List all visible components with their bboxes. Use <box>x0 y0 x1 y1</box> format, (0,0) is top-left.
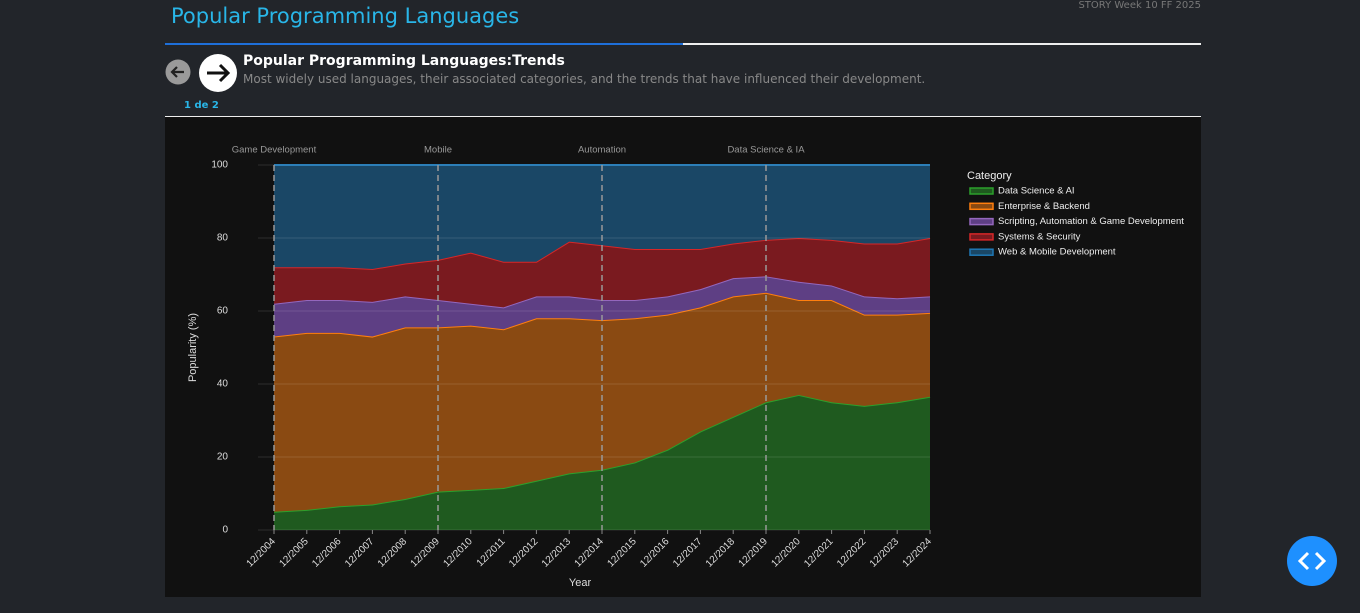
x-tick-label: 12/2007 <box>343 536 377 570</box>
legend-swatch <box>969 248 994 256</box>
x-tick-label: 12/2010 <box>441 536 475 570</box>
chart: 0 20 40 60 80 100 Popularity (%) 12/2004 12/2005… <box>187 145 1184 589</box>
legend-label: Data Science & AI <box>998 186 1075 197</box>
x-tick-label: 12/2021 <box>802 536 836 570</box>
x-tick-label: 12/2017 <box>671 536 705 570</box>
page-title: Popular Programming Languages <box>171 4 520 28</box>
legend-swatch <box>969 233 994 241</box>
x-tick-label: 12/2023 <box>868 536 902 570</box>
legend-label: Web & Mobile Development <box>998 247 1116 258</box>
y-tick-label: 60 <box>217 306 229 317</box>
legend-swatch <box>969 202 994 211</box>
slide-subtitle: Most widely used languages, their associ… <box>243 72 926 86</box>
x-tick-label: 12/2020 <box>769 536 803 570</box>
legend-title: Category <box>967 170 1012 182</box>
y-tick-label: 80 <box>217 233 229 244</box>
legend-swatch <box>969 187 994 195</box>
x-tick-label: 12/2004 <box>245 536 279 570</box>
y-tick-label: 40 <box>217 379 229 390</box>
x-tick-label: 12/2006 <box>310 536 344 570</box>
pager: 1 de 2 <box>184 100 219 111</box>
y-tick-label: 100 <box>211 160 228 171</box>
x-axis-label: Year <box>569 577 592 589</box>
x-tick-label: 12/2005 <box>277 536 311 570</box>
legend-label: Scripting, Automation & Game Development <box>998 216 1184 227</box>
y-tick-label: 20 <box>217 452 229 463</box>
x-tick-label: 12/2014 <box>573 536 607 570</box>
x-tick-label: 12/2008 <box>376 536 410 570</box>
event-label: Data Science & IA <box>727 145 805 156</box>
event-label: Mobile <box>424 145 452 156</box>
code-button[interactable] <box>1287 536 1337 586</box>
divider <box>165 116 1201 117</box>
legend-label: Systems & Security <box>998 231 1081 242</box>
x-tick-label: 12/2011 <box>475 536 508 569</box>
y-tick-label: 0 <box>222 525 228 536</box>
x-tick-label: 12/2016 <box>638 536 672 570</box>
x-tick-label: 12/2009 <box>409 536 443 570</box>
y-axis-label: Popularity (%) <box>187 313 199 382</box>
x-tick-label: 12/2019 <box>737 536 771 570</box>
legend-swatch <box>969 217 994 226</box>
event-label: Game Development <box>232 145 317 156</box>
story-label: STORY Week 10 FF 2025 <box>1078 0 1201 11</box>
back-button[interactable] <box>165 59 191 85</box>
progress-rest <box>683 43 1201 45</box>
x-tick-label: 12/2012 <box>507 536 541 570</box>
slide-title: Popular Programming Languages:Trends <box>243 53 565 69</box>
x-tick-label: 12/2015 <box>605 536 639 570</box>
x-tick-label: 12/2018 <box>704 536 738 570</box>
x-tick-label: 12/2013 <box>540 536 574 570</box>
progress-done <box>165 43 683 45</box>
x-tick-label: 12/2024 <box>901 536 935 570</box>
next-button[interactable] <box>199 54 239 94</box>
event-label: Automation <box>578 145 626 156</box>
legend-label: Enterprise & Backend <box>998 201 1090 212</box>
x-tick-label: 12/2022 <box>835 536 869 570</box>
